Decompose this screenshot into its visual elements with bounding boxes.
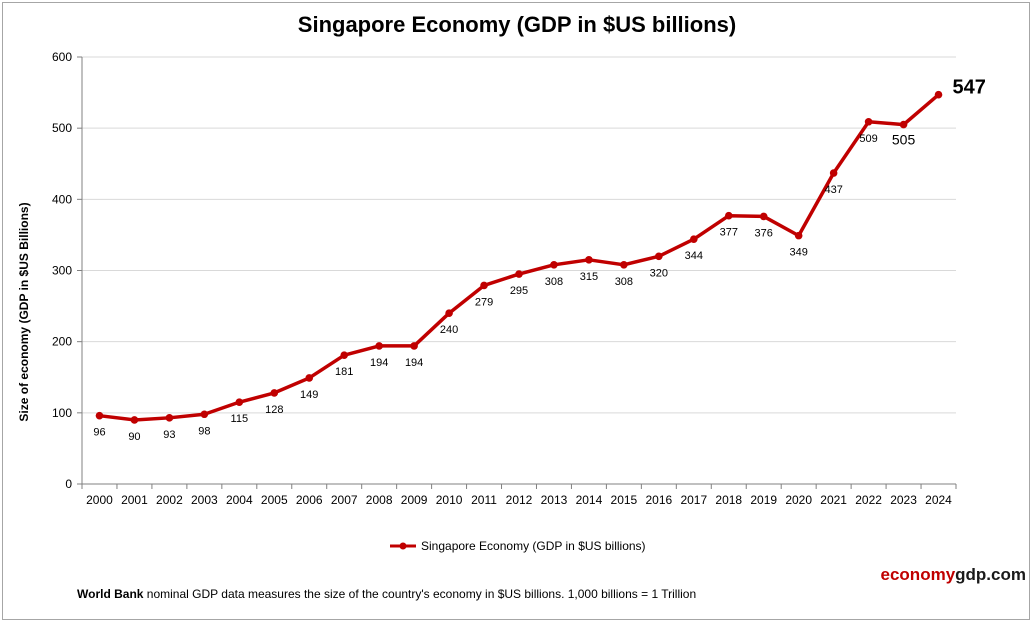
y-tick-label: 100 bbox=[52, 406, 72, 420]
x-tick-label: 2018 bbox=[715, 493, 742, 507]
data-point bbox=[95, 411, 104, 420]
x-tick-label: 2020 bbox=[785, 493, 812, 507]
brand-part1: economy bbox=[880, 565, 956, 584]
data-label: 93 bbox=[163, 429, 175, 441]
data-label: 149 bbox=[300, 389, 318, 401]
data-label: 115 bbox=[231, 413, 249, 425]
data-label: 308 bbox=[545, 276, 563, 288]
data-point bbox=[899, 120, 908, 129]
data-point bbox=[690, 235, 698, 243]
x-tick-label: 2010 bbox=[436, 493, 463, 507]
data-label: 240 bbox=[440, 324, 458, 336]
y-tick-label: 400 bbox=[52, 192, 72, 206]
data-label: 308 bbox=[615, 276, 633, 288]
x-tick-label: 2006 bbox=[296, 493, 323, 507]
data-point bbox=[445, 309, 453, 318]
data-label: 194 bbox=[405, 357, 423, 369]
x-tick-label: 2014 bbox=[576, 493, 603, 507]
x-tick-label: 2013 bbox=[541, 493, 568, 507]
x-tick-label: 2019 bbox=[750, 493, 777, 507]
data-label: 344 bbox=[685, 250, 703, 262]
brand-part2: gdp.com bbox=[955, 565, 1026, 584]
x-tick-label: 2001 bbox=[121, 493, 148, 507]
data-label: 194 bbox=[370, 357, 388, 369]
x-tick-label: 2009 bbox=[401, 493, 428, 507]
data-label: 505 bbox=[892, 132, 916, 148]
data-label: 547 bbox=[953, 77, 986, 99]
y-tick-label: 500 bbox=[52, 121, 72, 135]
data-point bbox=[620, 261, 628, 269]
x-tick-label: 2015 bbox=[611, 493, 638, 507]
data-point bbox=[829, 169, 838, 177]
data-point bbox=[585, 256, 593, 264]
chart-title: Singapore Economy (GDP in $US billions) bbox=[297, 12, 737, 37]
y-tick-label: 300 bbox=[52, 264, 72, 278]
data-point bbox=[515, 270, 523, 278]
data-point bbox=[340, 351, 349, 359]
data-label: 279 bbox=[475, 296, 493, 308]
legend-label: Singapore Economy (GDP in $US billions) bbox=[421, 539, 646, 553]
data-label: 437 bbox=[824, 184, 842, 196]
y-tick-label: 600 bbox=[52, 50, 72, 64]
data-label: 320 bbox=[650, 267, 668, 279]
x-tick-label: 2017 bbox=[680, 493, 707, 507]
data-label: 90 bbox=[128, 431, 140, 443]
x-tick-label: 2004 bbox=[226, 493, 253, 507]
x-tick-label: 2011 bbox=[471, 493, 497, 507]
data-label: 315 bbox=[580, 271, 598, 283]
x-tick-label: 2003 bbox=[191, 493, 218, 507]
data-point bbox=[864, 117, 873, 126]
footer-note: World Bank nominal GDP data measures the… bbox=[77, 587, 696, 601]
x-tick-label: 2005 bbox=[261, 493, 288, 507]
footer-source-text: nominal GDP data measures the size of th… bbox=[143, 587, 697, 601]
x-tick-label: 2007 bbox=[331, 493, 358, 507]
data-point bbox=[165, 414, 174, 422]
data-point bbox=[550, 261, 558, 269]
footer-source-bold: World Bank bbox=[77, 587, 144, 601]
data-point bbox=[270, 389, 279, 397]
data-label: 98 bbox=[198, 425, 210, 437]
data-label: 349 bbox=[790, 247, 808, 259]
data-label: 181 bbox=[335, 366, 353, 378]
data-label: 377 bbox=[720, 227, 738, 239]
y-tick-label: 200 bbox=[52, 335, 72, 349]
x-tick-label: 2021 bbox=[820, 493, 847, 507]
data-point bbox=[724, 211, 733, 220]
x-tick-label: 2022 bbox=[855, 493, 882, 507]
data-point bbox=[410, 342, 418, 350]
data-label: 376 bbox=[755, 227, 773, 239]
x-tick-label: 2016 bbox=[645, 493, 672, 507]
data-point bbox=[130, 416, 139, 424]
x-tick-label: 2012 bbox=[506, 493, 533, 507]
data-point bbox=[655, 252, 663, 261]
data-label: 128 bbox=[265, 404, 283, 416]
brand-watermark[interactable]: economygdp.com bbox=[881, 565, 1026, 585]
data-point bbox=[794, 231, 803, 240]
y-tick-label: 0 bbox=[65, 477, 72, 491]
data-point bbox=[235, 398, 244, 406]
x-tick-label: 2002 bbox=[156, 493, 183, 507]
x-tick-label: 2023 bbox=[890, 493, 917, 507]
data-label: 96 bbox=[93, 427, 105, 439]
legend-line-marker bbox=[390, 542, 416, 550]
series-line bbox=[99, 93, 940, 422]
data-point bbox=[305, 374, 314, 382]
data-point bbox=[934, 90, 943, 99]
data-point bbox=[200, 410, 209, 419]
data-label: 509 bbox=[859, 133, 877, 145]
data-point bbox=[480, 281, 488, 290]
x-tick-label: 2008 bbox=[366, 493, 393, 507]
data-label: 295 bbox=[510, 285, 528, 297]
x-tick-label: 2000 bbox=[86, 493, 113, 507]
chart-legend: Singapore Economy (GDP in $US billions) bbox=[388, 539, 646, 553]
data-point bbox=[375, 342, 383, 350]
data-point bbox=[759, 212, 768, 221]
x-tick-label: 2024 bbox=[925, 493, 952, 507]
